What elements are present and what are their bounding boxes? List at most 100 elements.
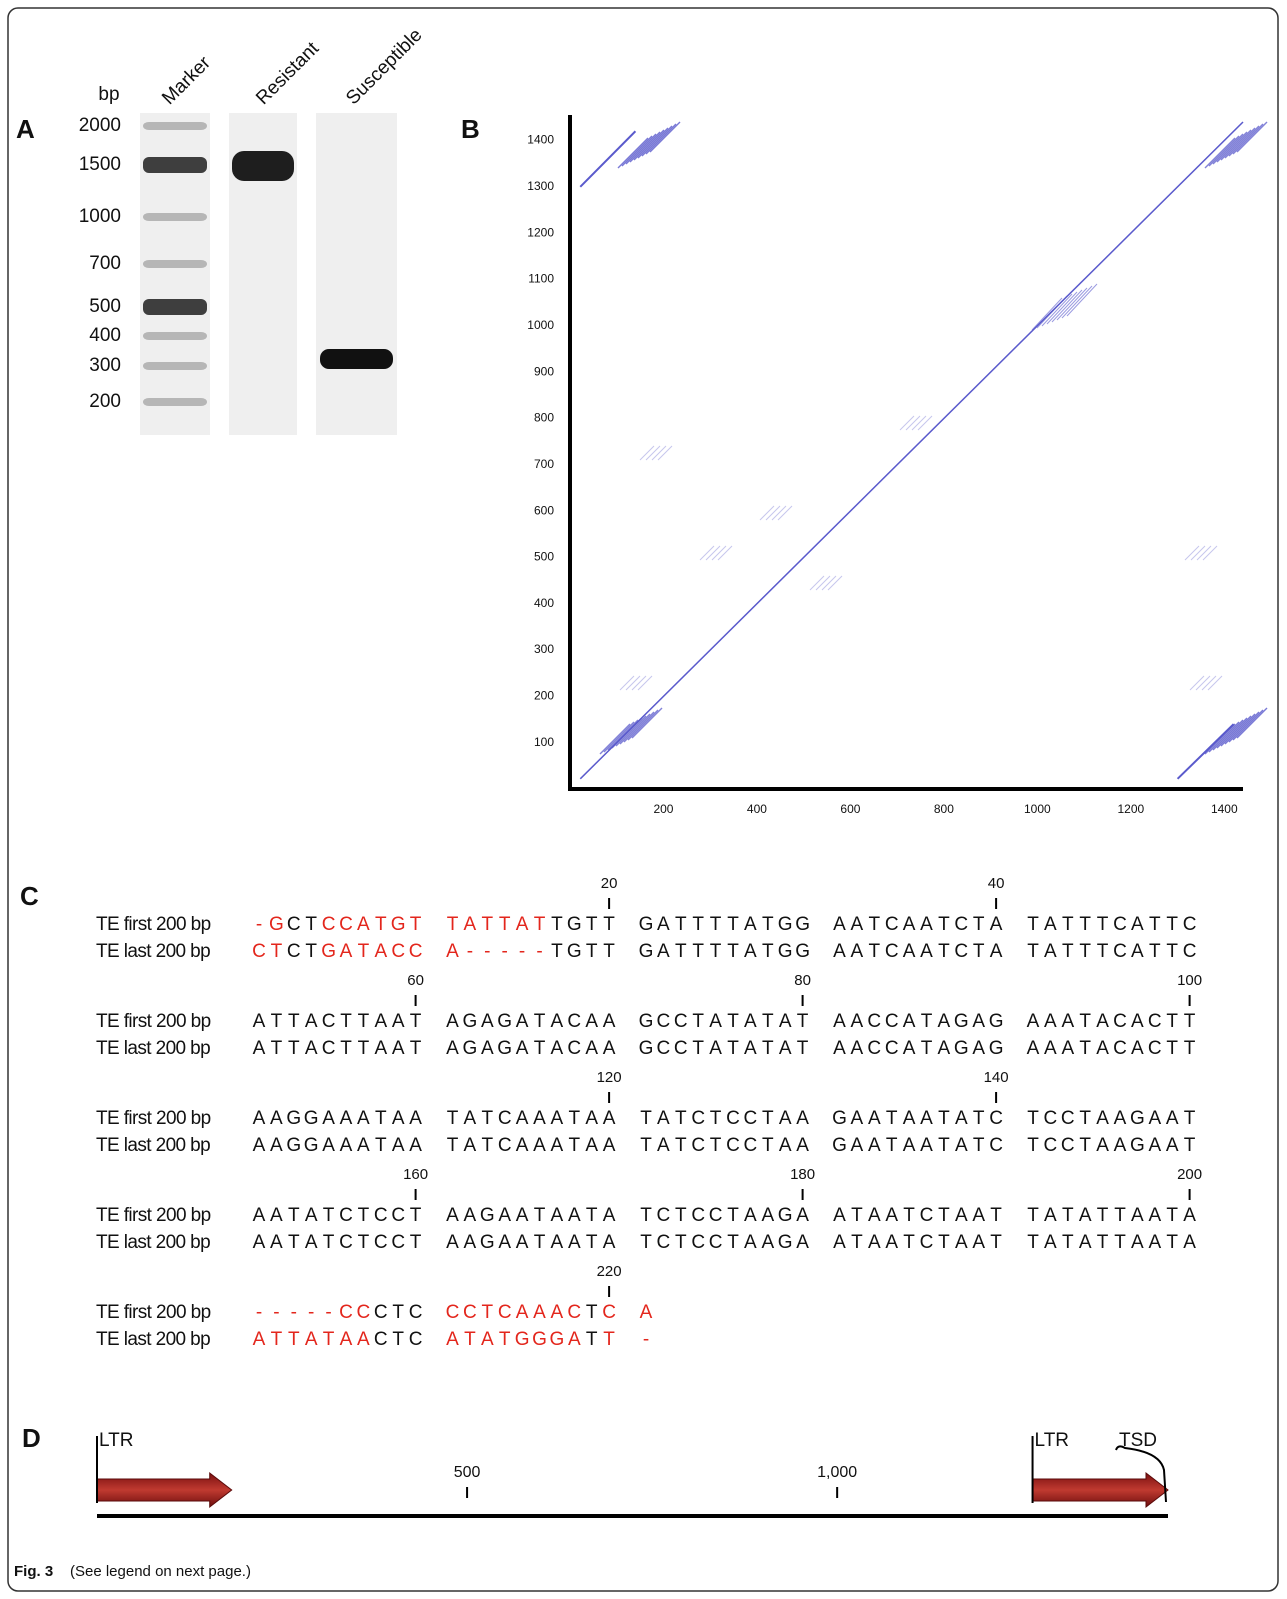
y-tick-label: 100 <box>534 735 554 749</box>
y-tick-label: 300 <box>534 642 554 656</box>
row-label: TE first 200 bp <box>96 914 211 935</box>
row-label: TE last 200 bp <box>96 1329 210 1350</box>
ladder-band <box>143 122 207 130</box>
row-label: TE first 200 bp <box>96 1205 211 1226</box>
dot-hit <box>640 446 654 460</box>
band <box>232 151 294 181</box>
ruler-label: 140 <box>984 1069 1009 1086</box>
y-tick-label: 500 <box>534 550 554 564</box>
sequence-group: CCTCAAACTC <box>446 1302 616 1323</box>
y-tick-label: 1000 <box>527 318 554 332</box>
ladder-band <box>143 260 207 268</box>
x-tick-label: 400 <box>747 802 767 816</box>
dot-hit <box>778 506 792 520</box>
dot-hit <box>766 506 780 520</box>
x-tick-label: 800 <box>934 802 954 816</box>
dot-hit <box>646 446 660 460</box>
dot-hit <box>658 446 672 460</box>
dot-hit <box>1057 288 1087 320</box>
sequence-group: GATTTTATGG <box>639 941 810 962</box>
content: Abp200015001000700500400300200MarkerResi… <box>14 25 1267 1580</box>
dot-hit <box>1197 546 1211 560</box>
dot-hit <box>1196 676 1210 690</box>
dot-hit <box>906 416 920 430</box>
tsd-label: TSD <box>1119 1430 1157 1451</box>
y-tick-label: 600 <box>534 503 554 517</box>
lane-label: Resistant <box>252 38 323 109</box>
dot-hit <box>706 546 720 560</box>
scale-tick-label: 500 <box>454 1464 481 1481</box>
lane-label: Susceptible <box>342 25 426 109</box>
page: Abp200015001000700500400300200MarkerResi… <box>0 0 1287 1599</box>
row-label: TE last 200 bp <box>96 1232 210 1253</box>
ladder-label: 200 <box>89 391 121 412</box>
sequence-group: AACCATAGAG <box>833 1038 1003 1059</box>
ladder-label: 300 <box>89 355 121 376</box>
y-tick-label: 1100 <box>528 272 554 286</box>
ladder-label: 400 <box>89 325 121 346</box>
dot-hit <box>912 416 926 430</box>
dot-hit <box>816 576 830 590</box>
sequence-group: -----CCCTC <box>256 1302 423 1323</box>
scale-tick-label: 1,000 <box>817 1464 857 1481</box>
dot-hit <box>1185 546 1199 560</box>
x-tick-label: 1200 <box>1117 802 1144 816</box>
caption-label: Fig. 3 <box>14 1563 53 1580</box>
ladder-label: 700 <box>89 253 121 274</box>
dot-hit <box>1032 298 1062 330</box>
y-tick-label: 1400 <box>527 133 554 147</box>
ladder-label: 2000 <box>79 115 121 136</box>
dot-hit <box>1208 676 1222 690</box>
dot-hit <box>712 546 726 560</box>
gel-lane <box>316 113 397 435</box>
sequence-group: -GCTCCATGT <box>256 914 422 935</box>
ruler-label: 220 <box>597 1263 622 1280</box>
dot-hit <box>718 546 732 560</box>
dot-hit <box>810 576 824 590</box>
dot-hit <box>1190 676 1204 690</box>
dot-hit <box>652 446 666 460</box>
y-tick-label: 800 <box>534 411 554 425</box>
ladder-band <box>143 362 207 370</box>
ladder-label: 1000 <box>79 206 121 227</box>
y-tick-label: 1300 <box>527 179 554 193</box>
dot-hit <box>620 676 634 690</box>
figure: Abp200015001000700500400300200MarkerResi… <box>0 0 1287 1599</box>
dot-hit <box>828 576 842 590</box>
dot-hit <box>632 676 646 690</box>
dot-hit <box>918 416 932 430</box>
dot-hit <box>1067 284 1097 316</box>
sequence-group: AAGAATAATA <box>446 1205 616 1226</box>
panel-letter: B <box>461 114 480 144</box>
sequence-group: AATATCTCCT <box>253 1232 422 1253</box>
ladder-band <box>143 157 207 173</box>
dot-hit <box>1042 294 1072 326</box>
row-label: TE first 200 bp <box>96 1302 211 1323</box>
ladder-band <box>143 213 207 221</box>
sequence-group: AGAGATACAA <box>446 1011 616 1032</box>
dot-hit <box>900 416 914 430</box>
dot-hit <box>772 506 786 520</box>
y-tick-label: 200 <box>534 689 554 703</box>
sequence-group: A <box>640 1302 653 1323</box>
ruler-label: 100 <box>1177 972 1202 989</box>
x-tick-label: 1400 <box>1211 802 1238 816</box>
ladder-band <box>143 398 207 406</box>
ltr-label: LTR <box>1035 1430 1069 1451</box>
ladder-label: 1500 <box>79 154 121 175</box>
ruler-label: 160 <box>403 1166 428 1183</box>
